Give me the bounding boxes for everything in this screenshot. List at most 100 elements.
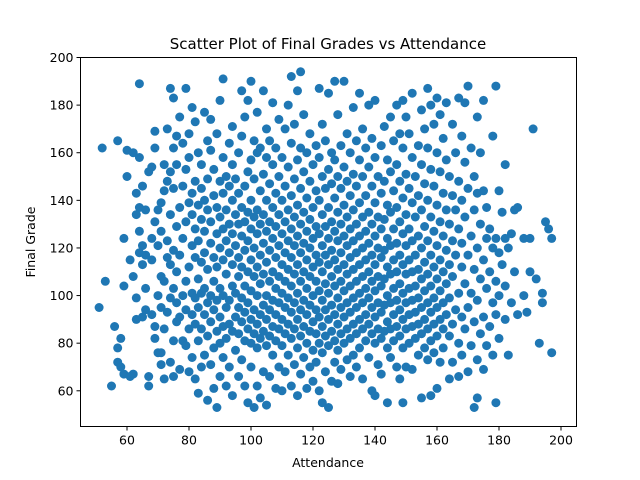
data-point	[302, 310, 312, 320]
data-point	[153, 205, 163, 215]
data-point	[240, 281, 250, 291]
data-point	[451, 250, 461, 260]
data-point	[246, 76, 256, 86]
data-point	[181, 276, 191, 286]
data-point	[286, 307, 296, 317]
data-point	[333, 207, 343, 217]
data-point	[296, 248, 306, 258]
data-point	[134, 79, 144, 89]
data-point	[351, 303, 361, 312]
data-point	[345, 191, 355, 201]
data-point	[169, 283, 178, 293]
data-point	[370, 312, 380, 322]
data-point	[249, 243, 259, 253]
data-point	[249, 272, 259, 281]
data-point	[382, 262, 392, 272]
data-point	[249, 329, 259, 339]
data-point	[448, 236, 457, 246]
data-point	[246, 195, 256, 205]
data-point	[333, 379, 343, 389]
data-point	[361, 336, 371, 346]
data-point	[172, 298, 182, 308]
data-point	[444, 331, 454, 341]
data-point	[398, 288, 408, 298]
data-point	[122, 172, 132, 181]
data-point	[293, 314, 302, 324]
data-point	[497, 207, 507, 217]
data-point	[392, 267, 402, 277]
data-point	[333, 293, 343, 303]
data-point	[277, 386, 287, 396]
data-point	[364, 353, 374, 362]
data-point	[404, 224, 414, 234]
data-point	[506, 298, 516, 308]
data-point	[342, 269, 352, 279]
data-point	[463, 367, 473, 377]
data-point	[206, 217, 216, 227]
data-point	[215, 312, 225, 322]
data-point	[441, 310, 451, 320]
data-point	[426, 281, 436, 291]
data-point	[150, 322, 160, 331]
y-axis-ticks: 60 80 100 120 140 160 180 200	[50, 50, 81, 398]
data-point	[212, 326, 222, 336]
data-point	[156, 303, 166, 312]
data-point	[317, 322, 327, 331]
data-point	[227, 281, 237, 291]
data-point	[503, 350, 513, 360]
data-point	[162, 253, 172, 262]
data-point	[367, 303, 377, 312]
data-point	[398, 193, 408, 203]
data-point	[336, 183, 346, 193]
data-point	[296, 67, 306, 77]
data-point	[392, 100, 402, 110]
data-point	[200, 350, 209, 360]
data-point	[355, 155, 364, 165]
y-tick-label: 180	[50, 98, 74, 113]
data-point	[299, 110, 309, 120]
data-point	[500, 160, 510, 170]
data-point	[255, 250, 265, 260]
data-point	[224, 138, 234, 148]
data-point	[336, 364, 346, 374]
data-point	[181, 217, 191, 227]
data-point	[203, 298, 213, 308]
data-point	[203, 136, 213, 146]
data-point	[283, 162, 293, 172]
data-point	[113, 343, 123, 353]
data-point	[407, 198, 417, 208]
data-point	[172, 222, 182, 231]
data-point	[277, 288, 287, 298]
data-point	[274, 272, 284, 281]
data-point	[370, 260, 380, 270]
data-point	[423, 236, 433, 246]
data-point	[184, 262, 194, 272]
data-point	[187, 210, 197, 220]
data-point	[252, 107, 262, 117]
data-point	[234, 329, 244, 339]
data-point	[423, 298, 433, 308]
data-point	[262, 291, 271, 301]
data-point	[330, 155, 340, 165]
data-point	[206, 114, 216, 124]
data-point	[491, 81, 501, 91]
data-point	[351, 181, 361, 191]
data-point	[234, 188, 244, 198]
data-point	[348, 319, 358, 329]
data-point	[392, 322, 402, 331]
data-point	[401, 210, 411, 220]
data-point	[187, 241, 197, 251]
data-point	[218, 153, 228, 162]
data-point	[544, 224, 554, 234]
data-point	[314, 312, 324, 322]
data-point	[519, 233, 529, 243]
data-point	[190, 253, 200, 262]
data-point	[187, 103, 197, 112]
data-point	[113, 136, 123, 146]
data-point	[314, 286, 324, 296]
data-point	[138, 181, 147, 191]
data-point	[531, 274, 541, 284]
data-point	[231, 345, 240, 355]
data-point	[147, 233, 157, 243]
data-point	[435, 255, 445, 265]
